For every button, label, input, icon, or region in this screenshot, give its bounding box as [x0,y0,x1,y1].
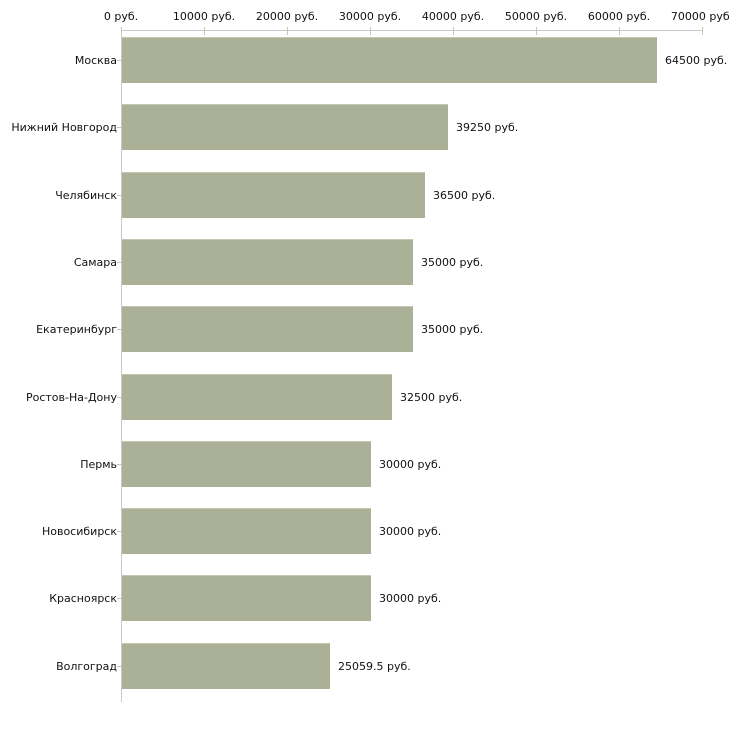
x-axis-tick-mark [121,27,122,35]
x-axis-tick-label: 60000 руб. [587,10,651,23]
x-axis-tick-mark [536,27,537,35]
value-label: 32500 руб. [400,390,463,404]
category-label: Новосибирск [41,524,117,538]
category-label: Волгоград [56,659,117,673]
bar [122,643,330,689]
bar [122,374,392,420]
x-axis-tick-mark [204,27,205,35]
category-label: Ростов-На-Дону [25,390,117,404]
category-label: Красноярск [49,591,117,605]
value-label: 39250 руб. [456,120,519,134]
value-label: 30000 руб. [379,591,442,605]
value-label: 35000 руб. [421,255,484,269]
bar [122,104,448,150]
x-axis-tick-mark [619,27,620,35]
y-axis-line [121,30,122,702]
x-axis-tick-mark [453,27,454,35]
bar [122,508,371,554]
x-axis-tick-mark [702,27,703,35]
value-label: 30000 руб. [379,524,442,538]
x-axis-tick-mark [370,27,371,35]
category-tick-mark [117,464,121,465]
category-tick-mark [117,531,121,532]
x-axis-tick-label: 70000 руб. [670,10,730,23]
bar [122,575,371,621]
bar [122,441,371,487]
category-tick-mark [117,598,121,599]
x-axis-tick-label: 10000 руб. [172,10,236,23]
x-axis-tick-label: 20000 руб. [255,10,319,23]
bar [122,239,413,285]
category-label: Самара [73,255,117,269]
bar [122,306,413,352]
category-tick-mark [117,127,121,128]
category-label: Пермь [80,457,117,471]
category-label: Москва [74,53,117,67]
category-tick-mark [117,60,121,61]
category-tick-mark [117,329,121,330]
value-label: 64500 руб. [665,53,728,67]
value-label: 30000 руб. [379,457,442,471]
x-axis-tick-label: 0 руб. [103,10,139,23]
category-tick-mark [117,262,121,263]
x-axis-tick-label: 40000 руб. [421,10,485,23]
category-label: Нижний Новгород [11,120,117,134]
value-label: 25059.5 руб. [338,659,411,673]
x-axis-line [121,30,703,31]
x-axis-tick-mark [287,27,288,35]
category-label: Челябинск [55,188,117,202]
bar [122,172,425,218]
value-label: 36500 руб. [433,188,496,202]
category-tick-mark [117,397,121,398]
category-label: Екатеринбург [36,322,117,336]
category-tick-mark [117,666,121,667]
x-axis-tick-label: 30000 руб. [338,10,402,23]
value-label: 35000 руб. [421,322,484,336]
x-axis-tick-label: 50000 руб. [504,10,568,23]
category-tick-mark [117,195,121,196]
bar [122,37,657,83]
